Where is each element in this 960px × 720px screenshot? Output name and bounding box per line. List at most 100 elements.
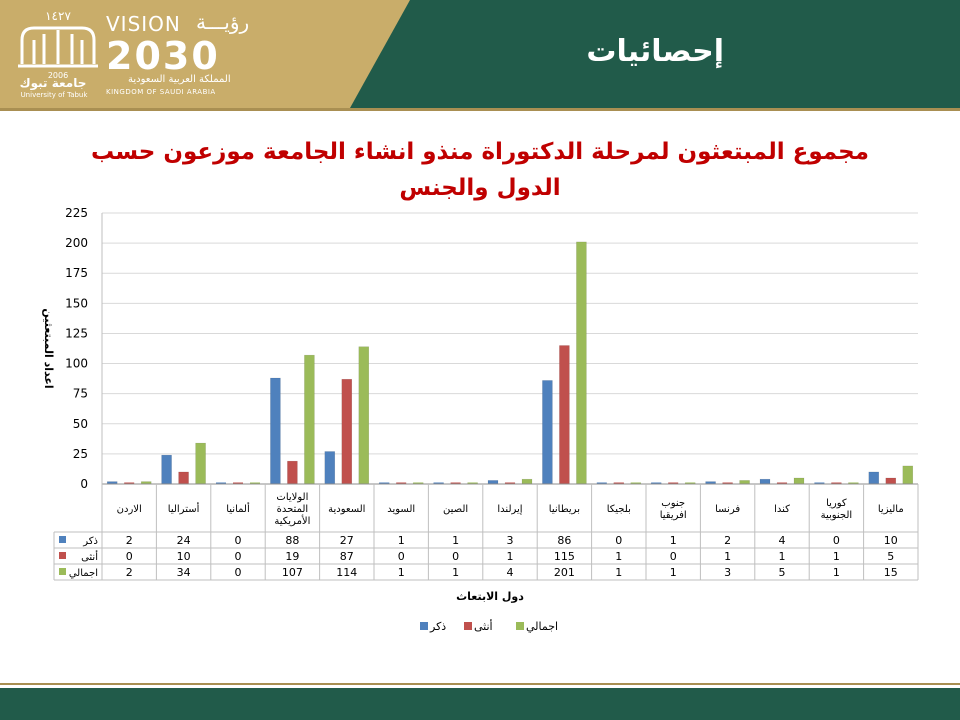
data-label: 4: [507, 566, 514, 579]
data-label: 1: [615, 550, 622, 563]
legend-key: [516, 622, 524, 630]
bar-baseline-mark: [379, 482, 390, 484]
data-label: 107: [282, 566, 303, 579]
bar-baseline-mark: [848, 482, 859, 484]
bar-baseline-mark: [216, 482, 226, 484]
data-label: 1: [833, 550, 840, 563]
y-tick-label: 150: [65, 296, 88, 310]
data-label: 1: [670, 566, 677, 579]
bar-baseline-mark: [777, 482, 787, 484]
data-label: 114: [336, 566, 357, 579]
data-label: 34: [177, 566, 191, 579]
bar-baseline-mark: [596, 482, 607, 484]
university-year: 2006: [48, 71, 68, 80]
x-tick-label: الولايات المتحدة الأمريكية: [274, 492, 310, 527]
bar: [759, 478, 771, 485]
y-tick-label: 100: [65, 357, 88, 371]
x-tick-label: الاردن: [117, 504, 142, 515]
data-label: 0: [398, 550, 405, 563]
table-legend-key: [59, 552, 66, 559]
x-tick-label: السعودية: [328, 504, 365, 515]
bar: [178, 471, 189, 485]
data-label: 24: [177, 534, 191, 547]
data-label: 27: [340, 534, 354, 547]
bar: [521, 478, 533, 485]
bar: [358, 346, 370, 485]
x-tick-label: ماليزيا: [878, 504, 904, 515]
x-tick-label: كوريا الجنوبية: [821, 498, 853, 521]
data-label: 5: [887, 550, 894, 563]
bar: [885, 477, 897, 485]
data-label: 1: [724, 550, 731, 563]
data-label: 0: [833, 534, 840, 547]
legend-entry: ذكر: [429, 620, 446, 633]
data-label: 10: [177, 550, 191, 563]
data-label: 1: [398, 534, 405, 547]
data-label: 86: [557, 534, 571, 547]
x-tick-label: السويد: [387, 504, 415, 515]
bar-baseline-mark: [450, 482, 461, 484]
bar-baseline-mark: [124, 482, 135, 484]
legend-key: [420, 622, 428, 630]
university-year-hijri: ١٤٢٧: [45, 9, 71, 23]
bar-baseline-mark: [396, 482, 407, 484]
bar: [195, 442, 206, 485]
data-label: 10: [884, 534, 898, 547]
bar-baseline-mark: [467, 482, 478, 484]
legend-entry: أنثى: [474, 619, 493, 633]
bar-baseline-mark: [233, 482, 243, 484]
data-label: 88: [285, 534, 299, 547]
y-tick-label: 75: [73, 387, 88, 401]
data-label: 1: [779, 550, 786, 563]
x-tick-label: أستراليا: [168, 502, 200, 515]
bar-baseline-mark: [685, 482, 696, 484]
y-tick-label: 25: [73, 447, 88, 461]
data-label: 2: [126, 534, 133, 547]
data-label: 87: [340, 550, 354, 563]
x-tick-label: الصين: [443, 504, 468, 515]
bar-baseline-mark: [250, 482, 260, 484]
bar: [559, 345, 570, 485]
bar-baseline-mark: [413, 482, 424, 484]
x-tick-label: ألمانيا: [226, 502, 250, 515]
vision-word: VISION: [106, 12, 181, 36]
y-tick-label: 200: [65, 236, 88, 250]
data-label: 4: [779, 534, 786, 547]
bar-baseline-mark: [668, 482, 679, 484]
x-tick-label: فرنسا: [715, 504, 740, 515]
university-name-ar: جامعة تبوك: [19, 76, 87, 90]
chart-title: مجموع المبتعثون لمرحلة الدكتوراة منذو ان…: [91, 139, 869, 201]
data-label: 0: [235, 534, 242, 547]
bar: [793, 477, 805, 485]
vision-word-ar: رؤيـــة: [196, 10, 250, 34]
bar: [487, 480, 499, 485]
legend-entry: اجمالي: [526, 620, 558, 633]
page-title: إحصائيات: [586, 34, 724, 69]
x-tick-label: كندا: [774, 504, 790, 515]
footer-banner: [0, 688, 960, 720]
bar-baseline-mark: [505, 482, 515, 484]
data-label: 2: [724, 534, 731, 547]
y-tick-label: 50: [73, 417, 88, 431]
bar-baseline-mark: [613, 482, 624, 484]
y-tick-label: 175: [65, 266, 88, 280]
table-legend-key: [59, 536, 66, 543]
data-label: 201: [554, 566, 575, 579]
data-label: 0: [126, 550, 133, 563]
bar-baseline-mark: [814, 482, 825, 484]
logo-area: ١٤٢٧ 2006 جامعة تبوك University of Tabuk…: [0, 0, 340, 108]
table-series-name: ذكر: [82, 536, 98, 547]
bar: [270, 377, 281, 485]
bar: [902, 465, 914, 485]
kingdom-name-en: KINGDOM OF SAUDI ARABIA: [106, 88, 216, 96]
data-label: 1: [507, 550, 514, 563]
bar: [868, 471, 880, 485]
bar: [304, 354, 315, 485]
data-label: 1: [452, 566, 459, 579]
data-label: 3: [724, 566, 731, 579]
x-axis-label: دول الابتعاث: [456, 590, 524, 603]
y-axis-label: اعداد المبتعثين: [42, 308, 55, 388]
university-emblem-icon: [18, 26, 98, 68]
data-label: 0: [615, 534, 622, 547]
data-label: 2: [126, 566, 133, 579]
